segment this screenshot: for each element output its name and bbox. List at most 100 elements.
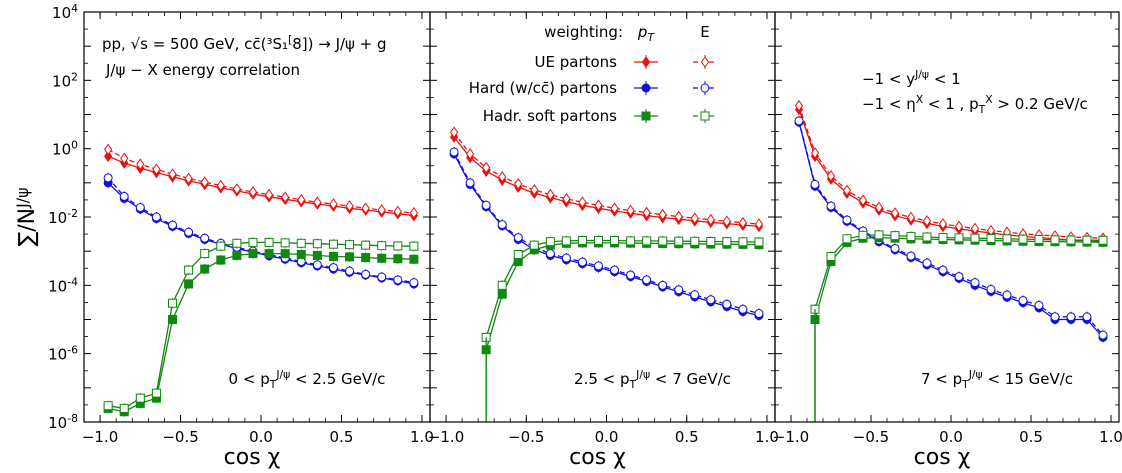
data-point — [890, 243, 900, 253]
data-point — [281, 191, 290, 204]
data-point — [168, 220, 178, 230]
data-point — [954, 233, 964, 243]
data-point — [361, 269, 371, 279]
data-point — [184, 172, 193, 185]
data-point — [658, 236, 668, 246]
data-point — [393, 205, 402, 218]
legend-marker — [641, 111, 651, 121]
series-diamond-E — [794, 99, 1108, 245]
data-point — [722, 299, 732, 309]
data-point — [706, 236, 716, 246]
data-point — [513, 249, 523, 259]
data-point — [345, 266, 355, 276]
x-tick-label: −1.0 — [428, 428, 464, 446]
series-diamond-E — [104, 143, 419, 219]
data-point — [738, 237, 748, 247]
data-point — [690, 212, 699, 225]
data-point — [449, 126, 459, 139]
series-diamond-E — [449, 126, 764, 230]
data-point — [642, 206, 651, 219]
data-point — [674, 285, 684, 295]
data-point — [119, 403, 129, 413]
series-square-E — [810, 229, 1108, 422]
data-point — [104, 143, 113, 156]
series-line — [798, 121, 1104, 338]
data-point — [200, 249, 210, 259]
x-tick-label: −0.5 — [853, 428, 889, 446]
data-point — [200, 233, 210, 243]
x-tick-label: 0.0 — [939, 428, 963, 446]
panel-label: 7 < pTJ/ψ < 15 GeV/c — [921, 368, 1073, 391]
data-point — [184, 265, 194, 275]
data-point — [706, 213, 715, 226]
x-tick-label: −1.0 — [773, 428, 809, 446]
data-point — [610, 265, 620, 275]
x-tick-label: 0.5 — [1019, 428, 1043, 446]
panel-2: −1.0 −0.5 0.0 0.5 1.0 2.5 < pTJ/ψ < 7 GeV/c — [428, 11, 779, 446]
data-point — [296, 238, 306, 248]
data-point — [409, 207, 419, 219]
data-point — [954, 272, 964, 282]
legend: weighting: pT​ E UE partons Hard (w/cc̄) par… — [469, 23, 717, 125]
data-point — [610, 236, 620, 246]
data-point — [232, 183, 241, 195]
y-tick-label: 10-6​ — [48, 344, 78, 364]
data-point — [874, 201, 884, 214]
data-point — [970, 233, 980, 243]
data-point — [1098, 235, 1108, 245]
data-point — [393, 275, 403, 285]
data-point — [280, 249, 290, 259]
x-axis-label: cos χ — [569, 445, 626, 470]
data-point — [200, 264, 210, 274]
data-point — [498, 170, 507, 183]
data-point — [674, 210, 683, 223]
series-circle-pT — [794, 117, 1108, 343]
data-point — [280, 238, 290, 248]
data-point — [1002, 290, 1012, 300]
series-square-pT — [103, 248, 419, 417]
data-point — [232, 250, 242, 260]
y-tick-label: 100​ — [52, 139, 78, 159]
plot-frame — [429, 11, 776, 423]
data-point — [794, 116, 804, 126]
data-point — [594, 199, 603, 212]
data-point — [722, 237, 732, 247]
data-point — [642, 236, 652, 246]
data-point — [329, 198, 338, 210]
data-point — [248, 249, 258, 259]
data-point — [119, 191, 129, 201]
data-point — [722, 215, 731, 228]
data-point — [529, 240, 539, 250]
data-point — [890, 207, 900, 219]
data-point — [1018, 234, 1028, 244]
data-point — [938, 217, 948, 230]
data-point — [312, 250, 322, 260]
data-point — [135, 393, 145, 403]
panel-1: −1.0 −0.5 0.0 0.5 1.0 10-8​ 10-6​ 10-4​ 10-2​ 100… — [48, 2, 434, 446]
data-point — [328, 239, 338, 249]
data-point — [168, 298, 178, 308]
data-point — [264, 249, 274, 259]
data-point — [906, 211, 916, 224]
data-point — [313, 196, 322, 209]
data-point — [754, 308, 764, 318]
data-point — [168, 168, 177, 180]
data-point — [890, 231, 900, 241]
data-point — [377, 272, 387, 282]
data-point — [151, 212, 161, 222]
data-point — [938, 233, 948, 243]
y-tick-label: 10-2​ — [48, 207, 78, 227]
legend-title: weighting: — [544, 23, 623, 41]
series-line — [798, 105, 1104, 239]
series-line — [107, 177, 415, 284]
data-point — [361, 202, 370, 215]
data-point — [1034, 234, 1044, 244]
y-tick-label: 102​ — [52, 70, 78, 90]
data-point — [232, 238, 242, 248]
data-point — [1082, 235, 1092, 245]
data-point — [986, 233, 996, 243]
x-axis-label: cos χ — [224, 445, 281, 470]
legend-marker — [700, 56, 710, 68]
y-axis-label: ∑/NJ/ψ​ — [13, 187, 40, 246]
